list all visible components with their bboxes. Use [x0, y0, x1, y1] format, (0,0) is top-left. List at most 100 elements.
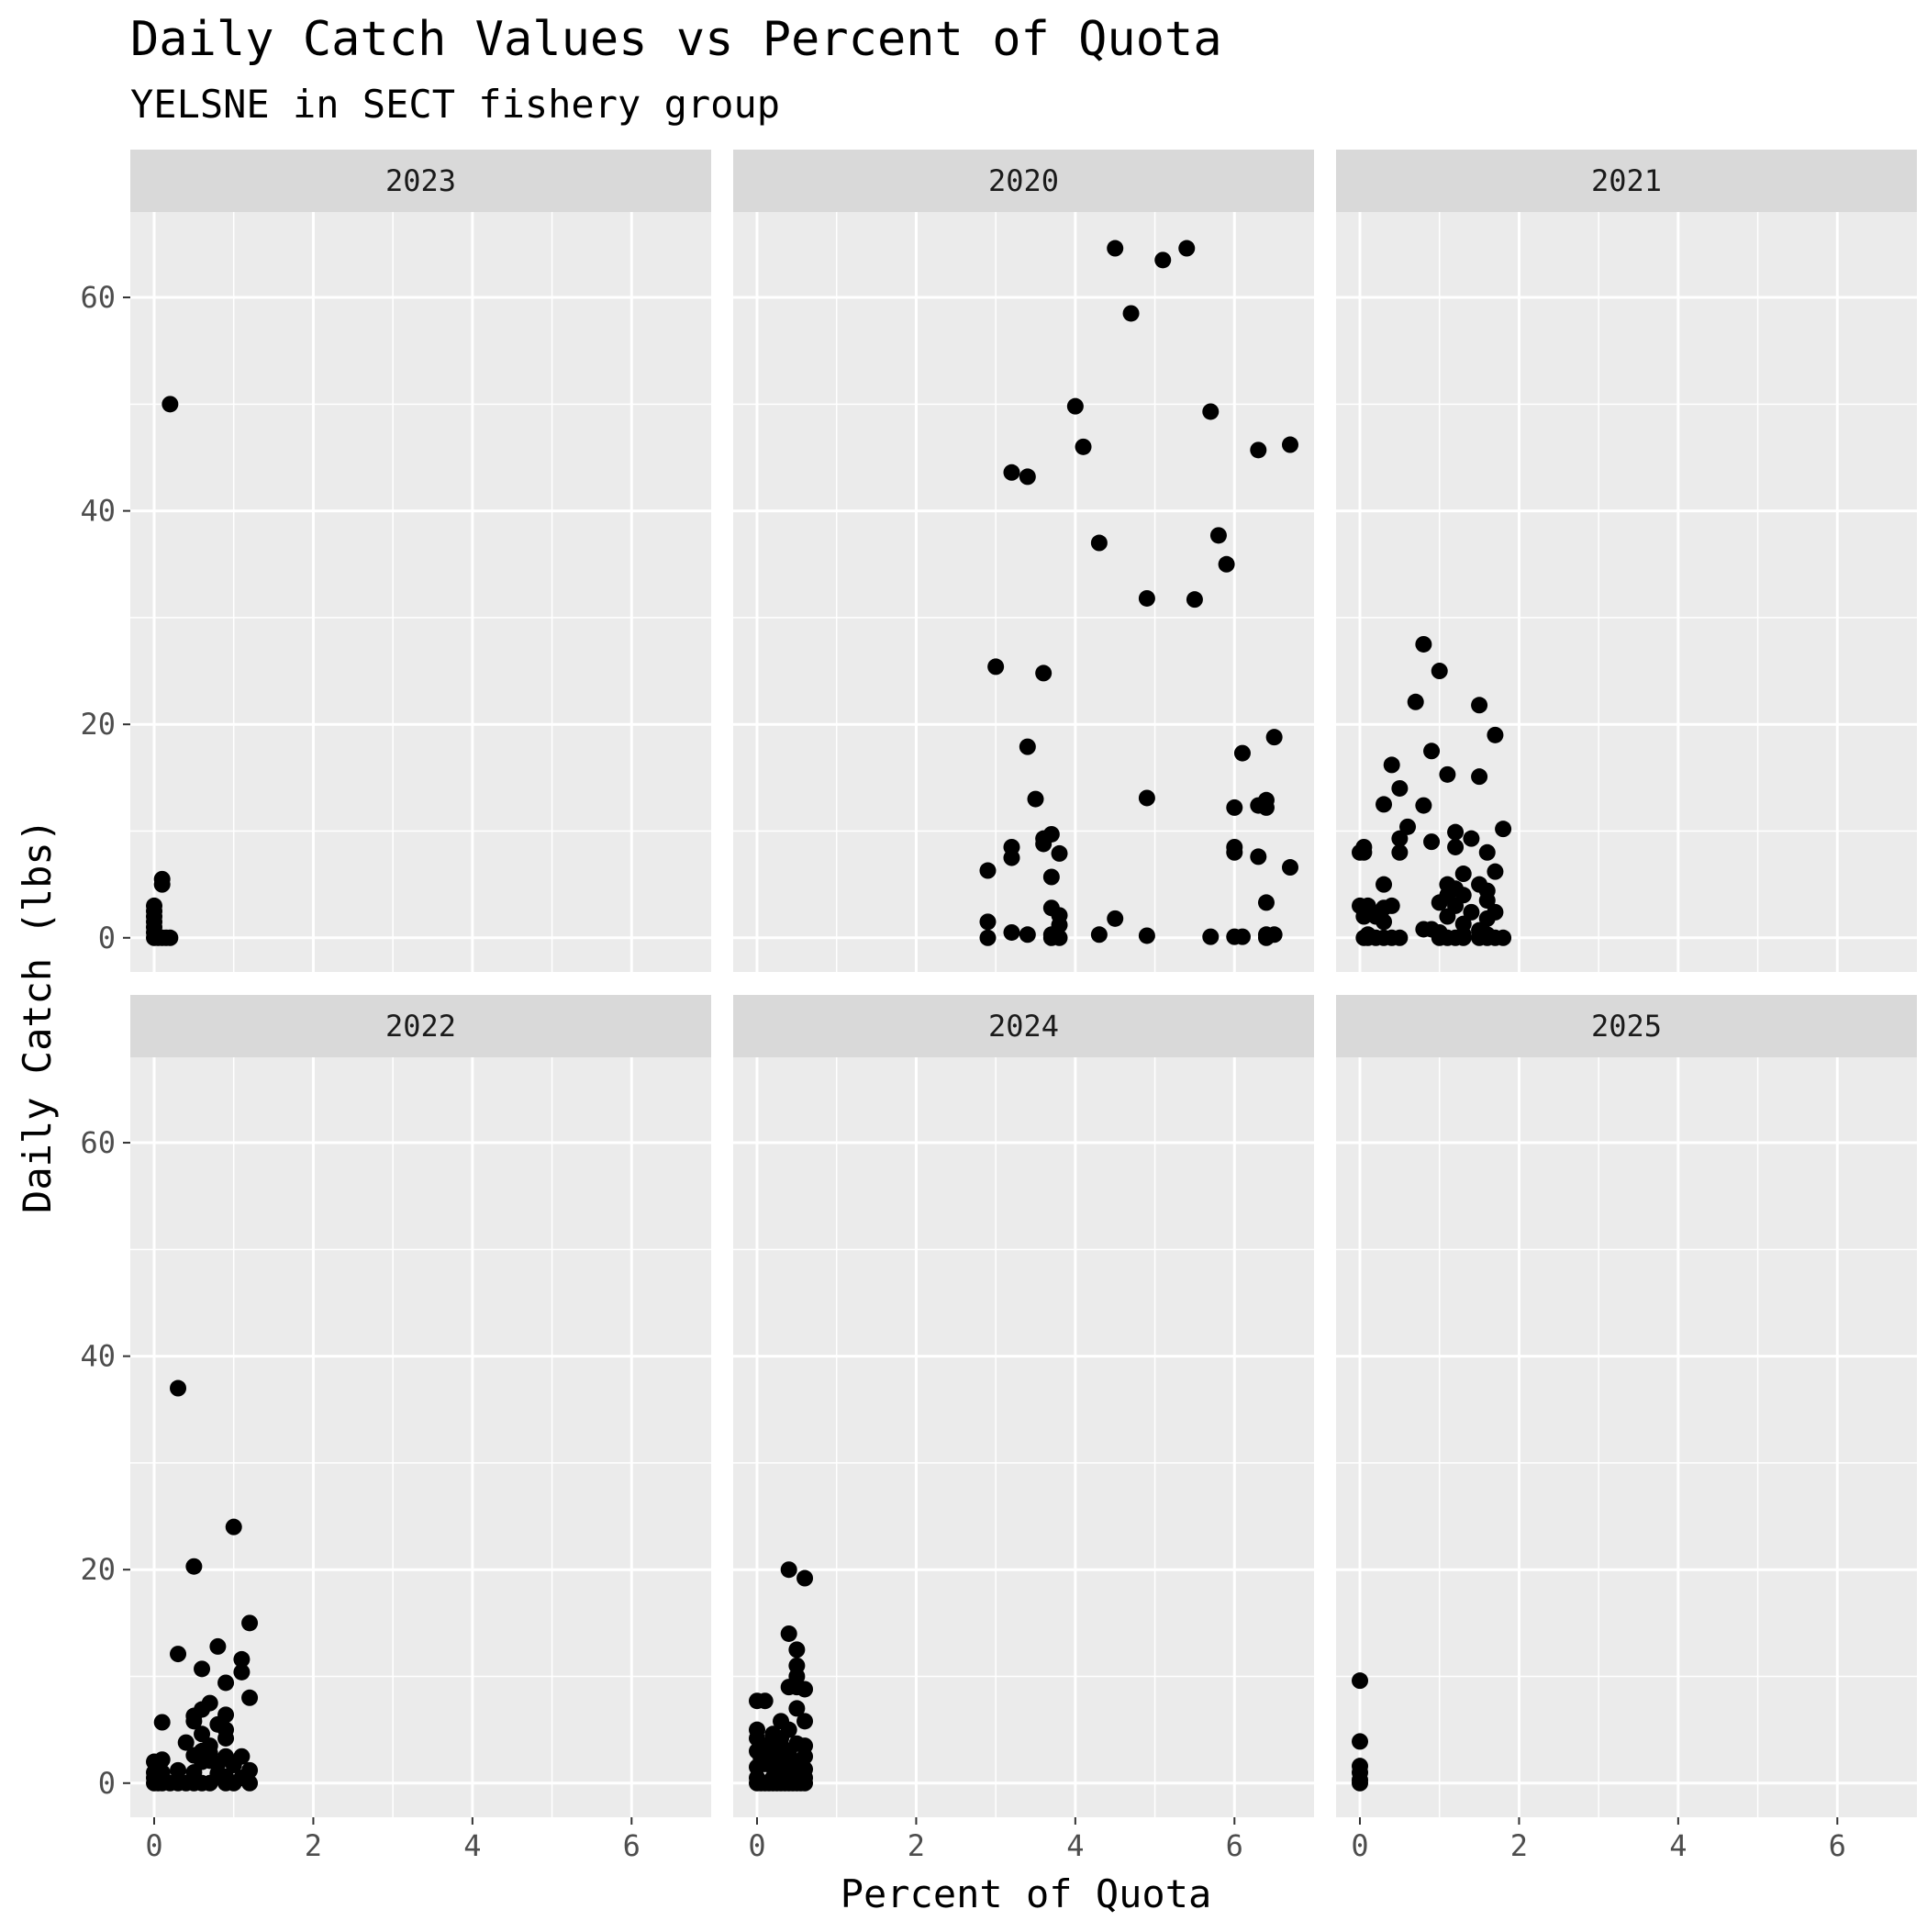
data-point — [241, 1614, 259, 1632]
data-point — [162, 929, 179, 946]
data-point — [1257, 894, 1275, 911]
data-point — [1035, 664, 1053, 682]
facet-label: 2025 — [1591, 1009, 1662, 1044]
plot-background — [1336, 1057, 1917, 1817]
data-point — [1454, 865, 1472, 883]
x-tick-label: 0 — [145, 1828, 162, 1863]
data-point — [1154, 251, 1172, 269]
data-point — [979, 929, 997, 946]
data-point — [1019, 926, 1036, 944]
data-point — [194, 1660, 211, 1678]
data-point — [1233, 928, 1251, 945]
data-point — [153, 1714, 171, 1731]
y-tick-label: 40 — [80, 1339, 116, 1374]
y-tick-label: 0 — [98, 921, 116, 955]
data-point — [233, 1663, 251, 1681]
data-point — [1226, 843, 1243, 861]
chart-subtitle: YELSNE in SECT fishery group — [130, 82, 780, 127]
facet-label: 2021 — [1591, 163, 1662, 198]
data-point — [1027, 790, 1044, 808]
data-point — [1265, 729, 1283, 746]
y-tick-label: 20 — [80, 1552, 116, 1587]
data-point — [1138, 589, 1155, 607]
data-point — [788, 1641, 806, 1658]
x-tick-label: 6 — [623, 1828, 640, 1863]
plot-background — [1336, 212, 1917, 972]
facet-panel-2025: 2025 0 2 4 6 — [1336, 995, 1917, 1863]
data-point — [1431, 894, 1448, 911]
facet-strip — [1336, 150, 1917, 212]
data-point — [1407, 693, 1424, 710]
data-point — [1257, 798, 1275, 816]
data-point — [225, 1774, 242, 1792]
x-tick-label: 2 — [1510, 1828, 1528, 1863]
data-point — [1495, 821, 1512, 838]
data-point — [1075, 438, 1092, 455]
x-tick-label: 0 — [1351, 1828, 1368, 1863]
data-point — [1478, 892, 1496, 910]
data-point — [1250, 441, 1267, 459]
data-point — [1090, 534, 1108, 552]
data-point — [170, 1761, 187, 1779]
data-point — [1471, 768, 1488, 786]
data-point — [1226, 798, 1243, 816]
data-point — [153, 1751, 171, 1769]
data-point — [1391, 929, 1409, 946]
data-point — [170, 1379, 187, 1397]
x-tick-label: 4 — [463, 1828, 481, 1863]
data-point — [201, 1774, 218, 1792]
chart-title: Daily Catch Values vs Percent of Quota — [130, 12, 1222, 67]
facet-label: 2022 — [385, 1009, 456, 1044]
data-point — [788, 1700, 806, 1717]
plot-background — [733, 212, 1314, 972]
data-point — [185, 1558, 203, 1575]
data-point — [1431, 663, 1448, 680]
data-point — [780, 1561, 797, 1579]
x-tick-label: 6 — [1226, 1828, 1243, 1863]
data-point — [1138, 927, 1155, 944]
data-point — [979, 862, 997, 879]
data-point — [1281, 859, 1298, 877]
data-point — [1281, 436, 1298, 453]
data-point — [1415, 797, 1432, 814]
facet-panel-2023: 2023 0 20 40 60 — [80, 150, 711, 972]
data-point — [1209, 527, 1227, 544]
facet-label: 2023 — [385, 163, 456, 198]
data-point — [1423, 833, 1441, 851]
data-point — [225, 1518, 242, 1536]
facet-panel-2020: 2020 — [733, 150, 1314, 972]
data-point — [1495, 929, 1512, 946]
facet-strip — [1336, 995, 1917, 1057]
data-point — [1355, 908, 1373, 925]
facet-panel-2021: 2021 — [1336, 150, 1917, 972]
data-point — [177, 1734, 195, 1751]
data-point — [780, 1625, 797, 1642]
facet-strip — [130, 995, 711, 1057]
data-point — [987, 658, 1005, 676]
x-axis-title: Percent of Quota — [841, 1871, 1212, 1916]
data-point — [1042, 868, 1060, 886]
x-tick-label: 6 — [1829, 1828, 1846, 1863]
data-point — [1066, 397, 1084, 415]
data-point — [1463, 903, 1480, 921]
data-point — [1478, 910, 1496, 927]
x-tick-label: 2 — [305, 1828, 322, 1863]
data-point — [185, 1713, 203, 1730]
data-point — [1439, 765, 1456, 783]
data-point — [1352, 1672, 1369, 1690]
data-point — [1439, 908, 1456, 925]
y-axis-title: Daily Catch (lbs) — [15, 819, 60, 1213]
facet-strip — [733, 995, 1314, 1057]
data-point — [1383, 756, 1400, 774]
y-tick-label: 60 — [80, 1125, 116, 1160]
data-point — [1487, 863, 1504, 880]
data-point — [1471, 697, 1488, 714]
data-point — [1019, 468, 1036, 486]
data-point — [217, 1674, 235, 1692]
plot-background — [733, 1057, 1314, 1817]
data-point — [1463, 830, 1480, 847]
data-point — [1003, 463, 1020, 481]
